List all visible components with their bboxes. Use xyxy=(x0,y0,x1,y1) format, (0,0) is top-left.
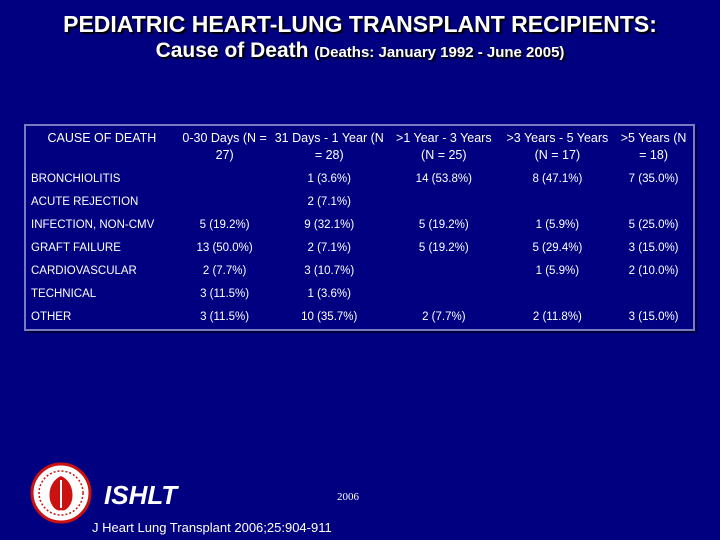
ishlt-logo-icon xyxy=(30,462,92,524)
cell-3-5-years: 8 (47.1%) xyxy=(532,173,583,185)
cell-over-5-years: 7 (35.0%) xyxy=(628,173,679,185)
cell-31-days-1-year: 2 (7.1%) xyxy=(307,242,351,254)
cell-31-days-1-year: 3 (10.7%) xyxy=(304,265,355,277)
cell-1-3-years: 2 (7.7%) xyxy=(422,311,466,323)
header-0-30-days: 0-30 Days (N = 27) xyxy=(182,131,267,162)
cell-1-3-years: 14 (53.8%) xyxy=(415,173,472,185)
title-main: Cause of Death xyxy=(155,39,309,62)
table-header-row: CAUSE OF DEATH 0-30 Days (N = 27) 31 Day… xyxy=(25,125,694,168)
cell-3-5-years: 1 (5.9%) xyxy=(535,265,580,277)
header-31-days-1-year: 31 Days - 1 Year (N = 28) xyxy=(274,131,384,162)
cell-over-5-years: 3 (15.0%) xyxy=(628,242,679,254)
table-row: INFECTION, NON-CMV 5 (19.2%) 9 (32.1%) 5… xyxy=(25,214,694,237)
table-row: ACUTE REJECTION 2 (7.1%) xyxy=(25,191,694,214)
cell-0-30-days: 3 (11.5%) xyxy=(200,311,250,323)
table-row: CARDIOVASCULAR 2 (7.7%) 3 (10.7%) 1 (5.9… xyxy=(25,260,694,283)
journal-citation: J Heart Lung Transplant 2006;25:904-911 xyxy=(92,520,332,535)
row-cause: BRONCHIOLITIS xyxy=(31,173,121,185)
cell-0-30-days: 5 (19.2%) xyxy=(199,219,250,231)
cell-31-days-1-year: 9 (32.1%) xyxy=(304,219,355,231)
title-line-2: Cause of Death (Deaths: January 1992 - J… xyxy=(0,38,720,66)
cell-3-5-years xyxy=(501,191,615,214)
cell-0-30-days xyxy=(178,191,272,214)
cell-3-5-years: 5 (29.4%) xyxy=(532,242,583,254)
slide-title: PEDIATRIC HEART-LUNG TRANSPLANT RECIPIEN… xyxy=(0,10,720,66)
cell-over-5-years xyxy=(614,283,694,306)
title-subtitle: (Deaths: January 1992 - June 2005) xyxy=(314,44,565,61)
cell-3-5-years: 1 (5.9%) xyxy=(535,219,580,231)
table-row: TECHNICAL 3 (11.5%) 1 (3.6%) xyxy=(25,283,694,306)
cell-0-30-days: 3 (11.5%) xyxy=(200,288,250,300)
cell-3-5-years: 2 (11.8%) xyxy=(532,311,582,323)
cell-31-days-1-year: 1 (3.6%) xyxy=(307,288,351,300)
cause-of-death-table: CAUSE OF DEATH 0-30 Days (N = 27) 31 Day… xyxy=(24,124,695,331)
row-cause: INFECTION, NON-CMV xyxy=(31,219,155,231)
row-cause: GRAFT FAILURE xyxy=(31,242,121,254)
cell-1-3-years xyxy=(387,283,501,306)
cell-31-days-1-year: 2 (7.1%) xyxy=(307,196,351,208)
table-row: BRONCHIOLITIS 1 (3.6%) 14 (53.8%) 8 (47.… xyxy=(25,168,694,191)
cell-31-days-1-year: 10 (35.7%) xyxy=(301,311,358,323)
cell-1-3-years: 5 (19.2%) xyxy=(418,219,469,231)
ishlt-wordmark: ISHLT xyxy=(104,480,178,510)
cell-0-30-days: 2 (7.7%) xyxy=(202,265,247,277)
cell-3-5-years xyxy=(501,283,615,306)
cell-0-30-days: 13 (50.0%) xyxy=(196,242,253,254)
row-cause: CARDIOVASCULAR xyxy=(31,265,137,277)
cell-1-3-years xyxy=(387,191,501,214)
year-label: 2006 xyxy=(337,491,359,503)
cell-over-5-years xyxy=(614,191,694,214)
header-cause-of-death: CAUSE OF DEATH xyxy=(47,131,157,145)
cell-1-3-years: 5 (19.2%) xyxy=(418,242,469,254)
header-1-3-years: >1 Year - 3 Years (N = 25) xyxy=(396,131,492,162)
table-row: OTHER 3 (11.5%) 10 (35.7%) 2 (7.7%) 2 (1… xyxy=(25,306,694,330)
title-line-1: PEDIATRIC HEART-LUNG TRANSPLANT RECIPIEN… xyxy=(63,11,657,37)
table-row: GRAFT FAILURE 13 (50.0%) 2 (7.1%) 5 (19.… xyxy=(25,237,694,260)
row-cause: ACUTE REJECTION xyxy=(31,196,139,208)
cell-over-5-years: 3 (15.0%) xyxy=(628,311,679,323)
header-over-5-years: >5 Years (N = 18) xyxy=(620,131,687,162)
header-3-5-years: >3 Years - 5 Years (N = 17) xyxy=(506,131,609,162)
row-cause: TECHNICAL xyxy=(31,288,97,300)
row-cause: OTHER xyxy=(31,311,72,323)
cell-1-3-years xyxy=(387,260,501,283)
cell-over-5-years: 2 (10.0%) xyxy=(628,265,679,277)
cell-over-5-years: 5 (25.0%) xyxy=(628,219,679,231)
cell-31-days-1-year: 1 (3.6%) xyxy=(307,173,351,185)
cell-0-30-days xyxy=(178,168,272,191)
